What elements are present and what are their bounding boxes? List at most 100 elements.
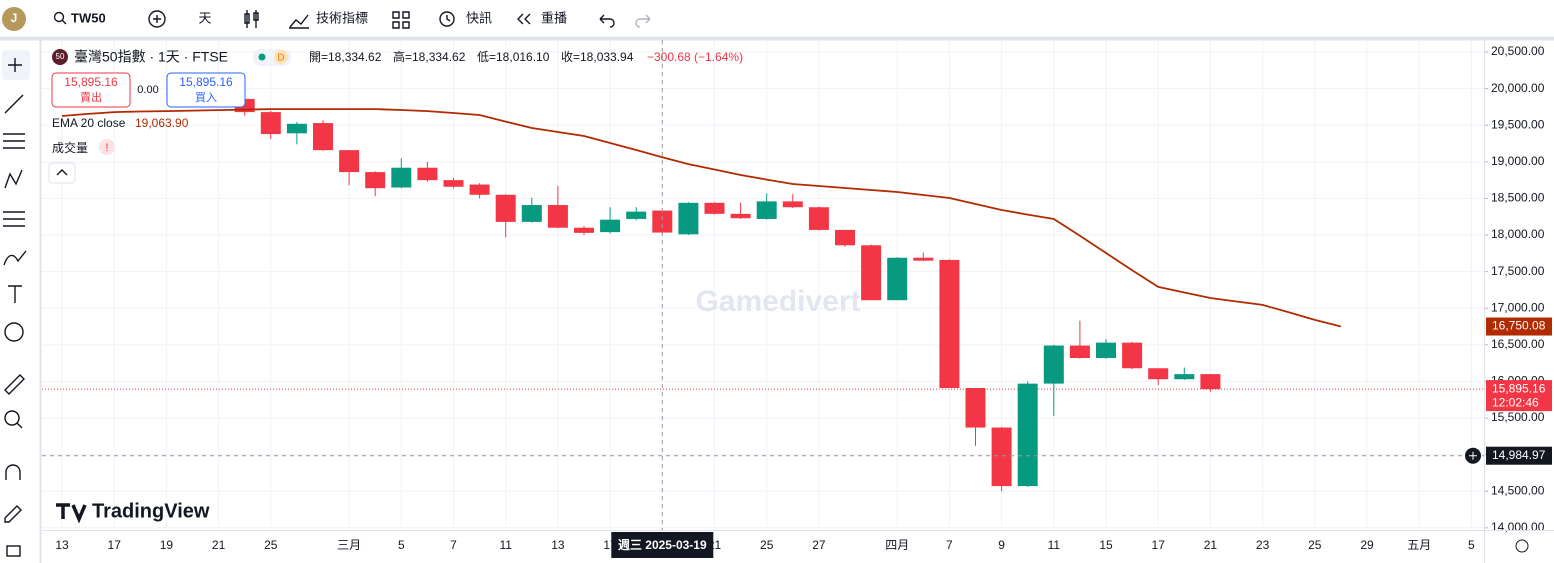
y-tick-label: 16,500.00 xyxy=(1491,337,1545,351)
alert-icon xyxy=(446,15,451,22)
x-tick-label: 17 xyxy=(1152,538,1166,552)
ema-value: 19,063.90 xyxy=(135,116,189,130)
add-icon[interactable] xyxy=(148,10,166,28)
ohlc-high: 高=18,334.62 xyxy=(393,49,466,64)
fib-tool[interactable] xyxy=(3,133,25,149)
search-icon xyxy=(53,11,65,23)
warning-text: ! xyxy=(105,142,108,154)
candle-body xyxy=(626,211,647,219)
candle-body xyxy=(495,194,516,222)
x-tick-label: 27 xyxy=(812,538,826,552)
crosshair-add-icon xyxy=(1469,451,1477,460)
replay[interactable]: 重播 xyxy=(541,10,567,25)
crosshair-price-box xyxy=(1486,446,1552,465)
candle-body xyxy=(339,150,360,173)
prediction-tool[interactable] xyxy=(3,211,25,227)
indicator-icon xyxy=(289,14,309,29)
candle-body xyxy=(887,257,908,301)
x-tick-label: 三月 xyxy=(337,538,361,552)
emoji-tool[interactable] xyxy=(4,322,24,342)
candle-body xyxy=(756,201,777,219)
candle-body xyxy=(469,184,490,195)
magnet-tool[interactable] xyxy=(5,464,21,480)
candle-body xyxy=(965,388,986,428)
candle-body xyxy=(678,202,699,235)
candle-body xyxy=(652,210,673,233)
zoom-tool[interactable] xyxy=(4,410,20,426)
brush-tool[interactable] xyxy=(3,250,27,266)
change: −300.68 (−1.64%) xyxy=(647,50,743,64)
indicators[interactable]: 技術指標 xyxy=(316,10,368,25)
layout-icon[interactable] xyxy=(392,11,410,29)
alert-icon xyxy=(439,11,455,27)
ohlc-close: 收=18,033.94 xyxy=(561,50,634,64)
candle-body xyxy=(443,180,464,187)
ruler-tool[interactable] xyxy=(4,374,25,395)
candle-body xyxy=(1122,342,1143,369)
spread: 0.00 xyxy=(137,84,158,96)
status-dot xyxy=(258,53,266,61)
candle-body xyxy=(1017,383,1038,487)
candle-body xyxy=(600,219,621,233)
x-tick-label: 25 xyxy=(264,538,278,552)
x-tick-label: 5 xyxy=(398,538,405,552)
avatar[interactable] xyxy=(2,7,26,31)
candle-icon[interactable] xyxy=(244,10,259,28)
ema-price-box xyxy=(1486,317,1552,336)
x-tick-label: 13 xyxy=(551,538,565,552)
brand-logo xyxy=(56,503,87,524)
symbol[interactable]: TW50 xyxy=(71,10,106,25)
replay-icon xyxy=(517,13,531,25)
y-tick-label: 20,500.00 xyxy=(1491,44,1545,58)
y-tick-label: 17,500.00 xyxy=(1491,264,1545,278)
undo-icon[interactable] xyxy=(599,14,615,28)
x-tick-label: 9 xyxy=(998,538,1005,552)
candle-body xyxy=(835,229,855,246)
text-tool[interactable] xyxy=(8,285,22,303)
interval[interactable]: 天 xyxy=(198,10,211,25)
line-tool[interactable] xyxy=(4,94,24,114)
y-tick-label: 17,000.00 xyxy=(1491,300,1545,314)
x-tick-label: 23 xyxy=(1256,538,1270,552)
redo-icon[interactable] xyxy=(635,14,651,28)
collapse-icon xyxy=(56,169,68,176)
candle-body xyxy=(365,172,386,189)
x-tick-label: 五月 xyxy=(1407,538,1431,552)
candle-body xyxy=(521,205,542,222)
settings-icon[interactable] xyxy=(1515,539,1529,553)
collapse-button[interactable] xyxy=(48,162,76,184)
warning-badge xyxy=(99,139,115,155)
ema-price: 16,750.08 xyxy=(1492,319,1546,333)
x-tick-label: 四月 xyxy=(885,538,909,552)
candle-body xyxy=(939,259,960,389)
symbol-title: 臺灣50指數 · 1天 · FTSE xyxy=(74,49,228,65)
chart: 14,000.0014,500.0015,000.0015,500.0016,0… xyxy=(42,40,1554,563)
search-icon xyxy=(61,19,67,25)
sell-label: 賣出 xyxy=(80,90,102,104)
candle-body xyxy=(286,123,307,134)
ohlc-open: 開=18,334.62 xyxy=(309,50,382,64)
x-tick-label: 29 xyxy=(1360,538,1374,552)
x-tick-label: 11 xyxy=(499,538,512,552)
alerts[interactable]: 快訊 xyxy=(466,10,492,25)
candle-body xyxy=(913,257,934,261)
crosshair-price: 14,984.97 xyxy=(1492,448,1546,462)
buy-price: 15,895.16 xyxy=(179,75,233,89)
x-tick-label: 13 xyxy=(55,538,69,552)
ema-label: EMA 20 close xyxy=(52,116,126,130)
ohlc-low: 低=18,016.10 xyxy=(477,50,550,64)
pattern-tool[interactable] xyxy=(4,169,23,189)
lock-tool[interactable] xyxy=(6,545,21,557)
x-tick-label: 7 xyxy=(450,538,457,552)
candle-body xyxy=(391,167,412,188)
lock-draw-tool[interactable] xyxy=(4,505,22,523)
y-tick-label: 14,500.00 xyxy=(1491,483,1545,497)
sell-button[interactable] xyxy=(51,72,131,108)
brand: TradingView xyxy=(92,500,210,522)
volume-label: 成交量 xyxy=(52,140,88,155)
candle-body xyxy=(1148,368,1169,380)
candle-body xyxy=(808,207,829,230)
x-tick-label: 25 xyxy=(760,538,774,552)
buy-button[interactable] xyxy=(166,72,246,108)
